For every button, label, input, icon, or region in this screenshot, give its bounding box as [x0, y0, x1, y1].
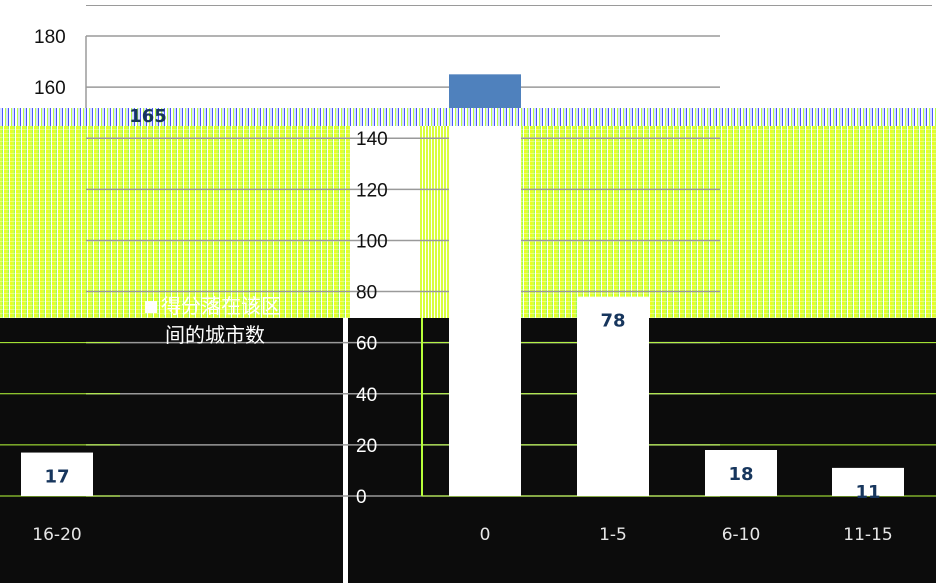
y-tick-label: 160: [34, 78, 66, 99]
data-label: 165: [129, 106, 167, 127]
legend-entry: 得分落在该区: [145, 292, 345, 321]
glitch-band: [0, 108, 936, 126]
dark-panel-left: [0, 318, 345, 583]
plot-frame-top: [86, 5, 932, 6]
y-tick-label: 0: [356, 487, 367, 508]
data-label: 17: [44, 467, 69, 488]
y-tick-label: 60: [356, 334, 377, 355]
bar: [449, 74, 521, 108]
y-tick-label: 20: [356, 436, 377, 457]
bar: [21, 452, 93, 496]
bar: [832, 467, 904, 496]
y-tick-label: 120: [356, 180, 388, 201]
legend-label-line1: 得分落在该区: [161, 294, 281, 318]
bar: [449, 126, 521, 496]
divider-strip: [343, 318, 348, 583]
bar: [577, 296, 649, 496]
x-tick-label: 6-10: [722, 525, 761, 545]
legend-label-line2: 间的城市数: [165, 323, 265, 347]
y-tick-label: 140: [356, 129, 388, 150]
legend: 得分落在该区 间的城市数: [145, 292, 345, 350]
data-label: 18: [728, 464, 753, 485]
x-tick-label: 11-15: [843, 525, 892, 545]
data-label: 11: [855, 482, 880, 503]
y-tick-label: 40: [356, 385, 377, 406]
legend-swatch: [145, 301, 157, 313]
data-label: 78: [600, 311, 625, 332]
y-tick-label: 80: [356, 283, 377, 304]
x-tick-label: 0: [480, 525, 491, 545]
bar: [705, 450, 777, 496]
x-tick-label: 1-5: [599, 525, 627, 545]
x-tick-label: 16-20: [32, 525, 81, 545]
glitch-panel-right: [520, 126, 936, 318]
y-tick-label: 100: [356, 231, 388, 252]
y-tick-label: 180: [34, 27, 66, 48]
glitch-panel-left: [0, 126, 350, 318]
glitch-panel-mid: [420, 126, 450, 318]
